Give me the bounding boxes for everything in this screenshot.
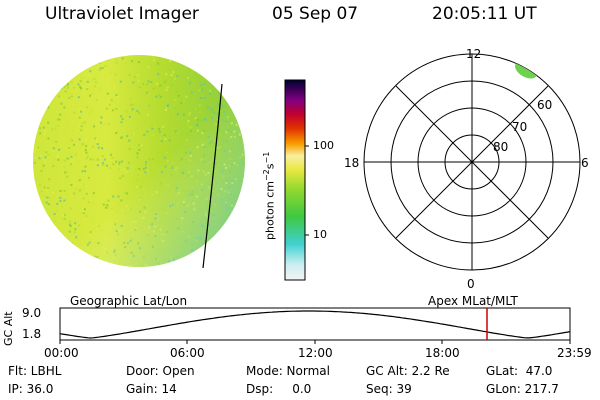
glon-info: GLon: 217.7 xyxy=(486,382,559,396)
gc-alt-info: GC Alt: 2.2 Re xyxy=(366,364,450,378)
colorbar-label-100: 100 xyxy=(313,139,334,152)
mode-info: Mode: Normal xyxy=(246,364,330,378)
x-tick-label-1200: 12:00 xyxy=(298,346,333,360)
timeline-axis-label: GC Alt xyxy=(2,311,15,346)
time-label: 20:05:11 UT xyxy=(432,4,537,24)
mlt-label-6: 6 xyxy=(581,156,589,170)
timeline-frame xyxy=(59,307,571,341)
seq-info: Seq: 39 xyxy=(366,382,412,396)
mlt-label-18: 18 xyxy=(344,156,360,170)
glat-info: GLat: 47.0 xyxy=(486,364,553,378)
colorbar-unit: photon cm−2s−1 xyxy=(262,151,277,240)
mlat-label-80: 80 xyxy=(493,140,509,154)
x-tick-label-2359: 23:59 xyxy=(557,346,592,360)
y-tick-label-9: 9.0 xyxy=(22,306,42,320)
terminator-line xyxy=(202,83,223,269)
disk-limb xyxy=(33,55,245,267)
polar-plot xyxy=(363,53,581,271)
gain-info: Gain: 14 xyxy=(126,382,177,396)
colorbar-label-10: 10 xyxy=(313,228,327,241)
mlt-label-0: 0 xyxy=(467,277,475,291)
x-tick-label-1800: 18:00 xyxy=(425,346,460,360)
mlt-label-12: 12 xyxy=(466,47,482,61)
altitude-curve xyxy=(59,310,571,339)
left-panel-label: Geographic Lat/Lon xyxy=(70,294,188,308)
y-tick-label-1-8: 1.8 xyxy=(22,327,42,341)
polar-diagonal-2 xyxy=(395,85,549,239)
date-label: 05 Sep 07 xyxy=(272,4,359,24)
x-tick-label-0000: 00:00 xyxy=(44,346,79,360)
colorbar-scale xyxy=(284,79,306,281)
dsp-info: Dsp: 0.0 xyxy=(246,382,312,396)
filter-info: Flt: LBHL xyxy=(8,364,62,378)
instrument-title: Ultraviolet Imager xyxy=(45,4,199,24)
ip-info: IP: 36.0 xyxy=(8,382,54,396)
x-tick-label-0600: 06:00 xyxy=(170,346,205,360)
polar-emission-patch xyxy=(515,61,537,79)
door-info: Door: Open xyxy=(126,364,195,378)
orbit-altitude-plot xyxy=(59,307,571,344)
colorbar xyxy=(284,79,309,281)
mlat-label-60: 60 xyxy=(537,98,553,112)
uv-image-panel xyxy=(33,55,245,269)
mlat-label-70: 70 xyxy=(512,120,528,134)
right-panel-label: Apex MLat/MLT xyxy=(428,294,518,308)
